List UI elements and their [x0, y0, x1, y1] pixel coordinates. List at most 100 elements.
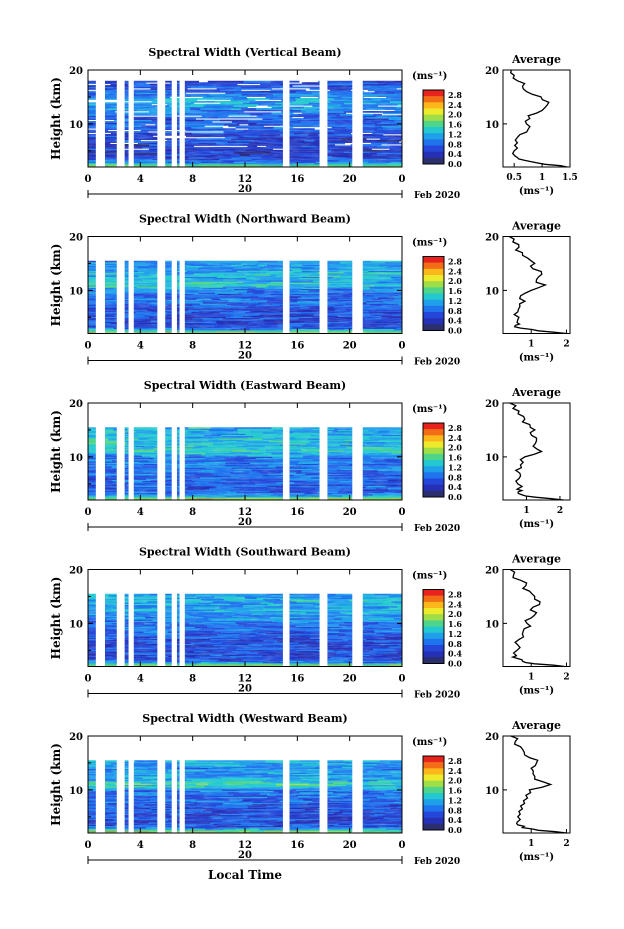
colorbar-label: 2.4 [448, 433, 462, 443]
date-day-label: 20 [238, 684, 252, 695]
colorbar-swatch [423, 318, 444, 325]
y-axis-label: Height (km) [49, 410, 63, 493]
profile-x-tick-label: 2 [563, 673, 569, 683]
data-gap [128, 736, 134, 833]
colorbar-swatch [423, 262, 444, 270]
x-tick-label: 4 [137, 674, 144, 685]
profile-line [509, 402, 564, 501]
colorbar-label: 2.8 [448, 756, 462, 766]
colorbar-swatch [423, 756, 444, 763]
colorbar-swatch [423, 127, 444, 134]
x-tick-label: 0 [85, 507, 92, 518]
colorbar-swatch [423, 256, 444, 263]
x-tick-label: 4 [137, 507, 144, 518]
colorbar-swatch [423, 108, 444, 115]
colorbar-swatch [423, 768, 444, 775]
colorbar-frame [422, 755, 445, 831]
colorbar-swatch [423, 441, 444, 448]
data-gap [116, 70, 125, 167]
x-tick-label: 16 [290, 341, 304, 352]
x-axis-label: Local Time [208, 868, 282, 882]
x-tick-label: 20 [343, 674, 357, 685]
heatmap-title: Spectral Width (Westward Beam) [142, 712, 347, 725]
colorbar-label: 2.4 [448, 100, 462, 110]
date-month-label: Feb 2020 [414, 857, 460, 867]
x-tick-label: 0 [399, 174, 406, 185]
colorbar-swatch [423, 780, 444, 788]
colorbar-unit: (ms⁻¹) [412, 238, 447, 249]
y-axis-label: Height (km) [49, 244, 63, 327]
profile-title: Average [511, 719, 561, 732]
colorbar-label: 0.8 [448, 639, 462, 649]
colorbar-swatch [423, 472, 444, 479]
colorbar-frame [422, 589, 445, 664]
profile-y-tick-label: 10 [485, 619, 499, 630]
x-tick-label: 8 [189, 840, 196, 851]
data-gap [171, 736, 177, 833]
x-tick-label: 8 [189, 674, 196, 685]
panel-1: Spectral Width (Vertical Beam) 20 1 0 Height… [49, 46, 578, 201]
profile-x-label: (ms⁻¹) [519, 686, 554, 697]
x-tick-label: 12 [238, 507, 252, 518]
panel-2: Spectral Width (Northward Beam)2010Heigh… [49, 213, 571, 368]
colorbar-swatch [423, 614, 444, 621]
x-tick-label: 20 [343, 341, 357, 352]
colorbar-label: 1.2 [448, 629, 462, 639]
colorbar-frame [422, 422, 445, 498]
data-gap [171, 70, 177, 167]
colorbar-unit: (ms⁻¹) [412, 404, 447, 415]
colorbar-frame [422, 256, 445, 331]
data-gap [157, 70, 166, 167]
profile-x-label: (ms⁻¹) [519, 519, 554, 530]
y-tick-label: 10 [69, 619, 83, 630]
data-gap [282, 70, 290, 167]
data-gap [95, 236, 106, 334]
profile-line [509, 69, 568, 168]
x-tick-label: 0 [85, 174, 92, 185]
data-gap [128, 569, 134, 667]
x-tick-label: 12 [238, 840, 252, 851]
colorbar-swatch [423, 774, 444, 781]
y-axis-label: Height (km) [49, 77, 63, 160]
colorbar-label: 1.2 [448, 129, 462, 139]
data-gap [116, 569, 125, 667]
heatmap-title: Spectral Width (Vertical Beam) [148, 46, 341, 59]
colorbar-label: 1.6 [448, 286, 462, 296]
x-tick-label: 16 [290, 674, 304, 685]
colorbar-unit: (ms⁻¹) [412, 571, 447, 582]
heatmap-title: Spectral Width (Eastward Beam) [144, 379, 346, 392]
colorbar-swatch [423, 466, 444, 473]
colorbar-label: 0.8 [448, 472, 462, 482]
colorbar-swatch [423, 120, 444, 128]
x-tick-label: 16 [290, 174, 304, 185]
data-gap [95, 569, 106, 667]
heatmap-title: Spectral Width (Southward Beam) [139, 546, 351, 559]
x-tick-label: 0 [399, 507, 406, 518]
profile-title: Average [511, 220, 561, 233]
data-gap [352, 403, 363, 500]
colorbar-frame [422, 89, 445, 165]
data-gap [116, 236, 125, 334]
x-tick-label: 0 [85, 840, 92, 851]
data-gap [319, 569, 328, 667]
date-day-label: 20 [238, 351, 252, 362]
profile-x-tick-label: 2 [563, 340, 569, 350]
y-tick-label: 20 [69, 66, 83, 77]
colorbar-label: 1.2 [448, 296, 462, 306]
colorbar-swatch [423, 305, 444, 313]
average-profile: Average 20 10 0.5 1 1.5 (ms⁻¹) [485, 53, 578, 197]
x-tick-label: 12 [238, 174, 252, 185]
data-gap [282, 236, 290, 334]
profile-x-tick-label: 1 [539, 173, 545, 183]
data-gap [128, 236, 134, 334]
colorbar-label: 2.4 [448, 766, 462, 776]
colorbar-label: 0.4 [448, 649, 462, 659]
colorbar-swatch [423, 90, 444, 97]
y-tick-label: 10 [69, 786, 83, 797]
heatmap-cells [88, 760, 403, 834]
x-tick-label: 16 [290, 840, 304, 851]
colorbar-swatch [423, 312, 444, 319]
